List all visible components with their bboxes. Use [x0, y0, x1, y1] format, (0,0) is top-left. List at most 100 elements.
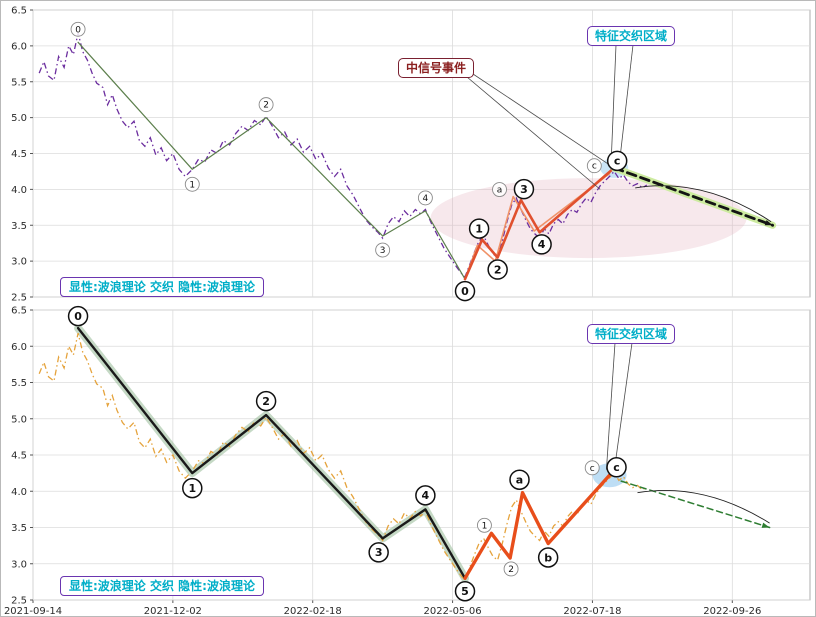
top-wave-marker-label-4: 4: [423, 194, 429, 204]
bottom-projection-dashed-arrowhead: [761, 522, 770, 528]
bottom-corrective-wave-line: [463, 473, 612, 580]
bottom-wave-marker-label-b: b: [544, 551, 552, 564]
top-sub-wave-line-orange: [464, 172, 611, 280]
top-wave-marker-label-3: 3: [520, 183, 528, 196]
x-tick-label: 2022-07-18: [563, 606, 621, 617]
x-tick-label: 2022-09-26: [703, 606, 761, 617]
top-wave-marker-label-3: 3: [380, 246, 386, 256]
y-tick-label: 4.0: [11, 487, 27, 498]
y-tick-label: 5.0: [11, 414, 27, 425]
top-wave-marker-2: [258, 97, 274, 113]
top-wave-marker-label-c: c: [614, 155, 621, 168]
top-wave-marker-1: [184, 176, 200, 192]
signal-event-label: 中信号事件: [398, 58, 475, 78]
top-annotation-leader-1: [466, 69, 613, 167]
y-tick-label: 2.5: [11, 596, 27, 607]
top-wave-marker-3: [375, 242, 391, 258]
y-tick-label: 4.5: [11, 149, 27, 160]
top-wave-marker-label-2: 2: [494, 263, 502, 276]
y-tick-label: 6.5: [11, 6, 27, 17]
y-tick-label: 5.5: [11, 378, 27, 389]
top-wave-marker-label-4: 4: [538, 238, 546, 251]
top-wave-marker-label-a: a: [497, 186, 503, 196]
bottom-wave-marker-1: [476, 517, 492, 533]
bottom-wave-marker-4: [415, 485, 436, 506]
bottom-wave-marker-label-5: 5: [461, 585, 469, 598]
top-impulse-wave-line: [77, 41, 466, 280]
top-projection-dashed: [612, 166, 775, 227]
top-wave-marker-c: [606, 150, 628, 172]
top-wave-marker-label-0: 0: [75, 25, 81, 35]
top-wave-marker-a: [492, 182, 507, 198]
top-feature-zone-ellipse: [430, 178, 747, 259]
bottom-wave-marker-label-1: 1: [188, 482, 196, 495]
y-tick-label: 3.5: [11, 523, 27, 534]
bottom-wave-marker-2: [255, 390, 277, 412]
bottom-wave-marker-label-0: 0: [74, 310, 82, 323]
bottom-annotation-leader-1: [613, 342, 633, 472]
top-wave-marker-2: [487, 259, 508, 280]
bottom-projection-dashed: [620, 480, 771, 529]
top-sub-wave-line-red: [463, 166, 616, 281]
top-projection-dashed-arrowhead: [764, 220, 773, 226]
bottom-wave-marker-c: [584, 460, 600, 476]
bottom-wave-marker-label-1: 1: [482, 521, 488, 531]
y-tick-label: 6.0: [11, 342, 27, 353]
bottom-wave-marker-label-2: 2: [508, 565, 514, 575]
feature-zone-label-top: 特征交织区域: [587, 26, 676, 46]
y-tick-label: 5.0: [11, 113, 27, 124]
top-wave-marker-3: [513, 178, 535, 200]
top-wave-marker-label-1: 1: [475, 222, 483, 235]
top-wave-marker-0: [70, 21, 86, 37]
y-tick-label: 3.5: [11, 221, 27, 232]
x-tick-label: 2022-05-06: [424, 606, 482, 617]
y-tick-label: 4.5: [11, 451, 27, 462]
y-tick-label: 6.5: [11, 306, 27, 317]
top-wave-marker-4: [417, 190, 433, 206]
top-wave-marker-label-2: 2: [263, 101, 269, 111]
top-wave-marker-0: [454, 280, 476, 302]
bottom-wave-marker-2: [503, 561, 519, 577]
top-hidden-price-series: [38, 32, 648, 279]
top-wave-marker-label-c: c: [592, 162, 597, 172]
bottom-wave-marker-5: [454, 581, 476, 602]
top-annotation-leader-2: [610, 44, 617, 164]
top-wave-marker-1: [468, 218, 490, 239]
wave-theory-caption-bottom: 显性:波浪理论 交织 隐性:波浪理论: [60, 576, 264, 596]
bottom-wave-marker-a: [509, 469, 530, 490]
bottom-wave-marker-0: [67, 305, 89, 327]
bottom-wave-marker-label-c: c: [590, 464, 595, 474]
x-tick-label: 2021-09-14: [4, 606, 62, 617]
bottom-wave-marker-label-3: 3: [375, 546, 383, 559]
y-tick-label: 5.5: [11, 77, 27, 88]
bottom-wave-marker-label-2: 2: [262, 395, 270, 408]
top-wave-marker-label-1: 1: [189, 180, 195, 190]
y-tick-label: 3.0: [11, 257, 27, 268]
y-tick-label: 4.0: [11, 185, 27, 196]
top-arc-annotation: [635, 185, 772, 223]
top-annotation-leader-0: [466, 76, 601, 190]
y-tick-label: 3.0: [11, 559, 27, 570]
bottom-wave-marker-label-a: a: [516, 474, 523, 487]
bottom-arc-annotation: [637, 490, 770, 524]
bottom-wave-marker-b: [537, 547, 559, 568]
y-tick-label: 6.0: [11, 41, 27, 52]
top-wave-marker-4: [531, 234, 552, 255]
top-wave-marker-label-0: 0: [461, 285, 469, 298]
y-tick-label: 2.5: [11, 293, 27, 304]
bottom-wave-marker-label-4: 4: [422, 489, 430, 502]
top-annotation-leader-3: [618, 44, 634, 168]
bottom-wave-marker-label-c: c: [613, 461, 620, 474]
bottom-wave-marker-c: [606, 457, 627, 478]
x-tick-label: 2021-12-02: [144, 606, 202, 617]
bottom-wave-marker-1: [182, 477, 203, 499]
top-wave-marker-c: [586, 158, 602, 174]
bottom-impulse-wave-line: [76, 326, 467, 580]
bottom-annotation-leader-0: [606, 342, 616, 470]
bottom-wave-marker-3: [368, 542, 389, 563]
x-tick-label: 2022-02-18: [284, 606, 342, 617]
wave-theory-caption-top: 显性:波浪理论 交织 隐性:波浪理论: [60, 277, 264, 297]
feature-zone-label-bottom: 特征交织区域: [587, 324, 676, 344]
